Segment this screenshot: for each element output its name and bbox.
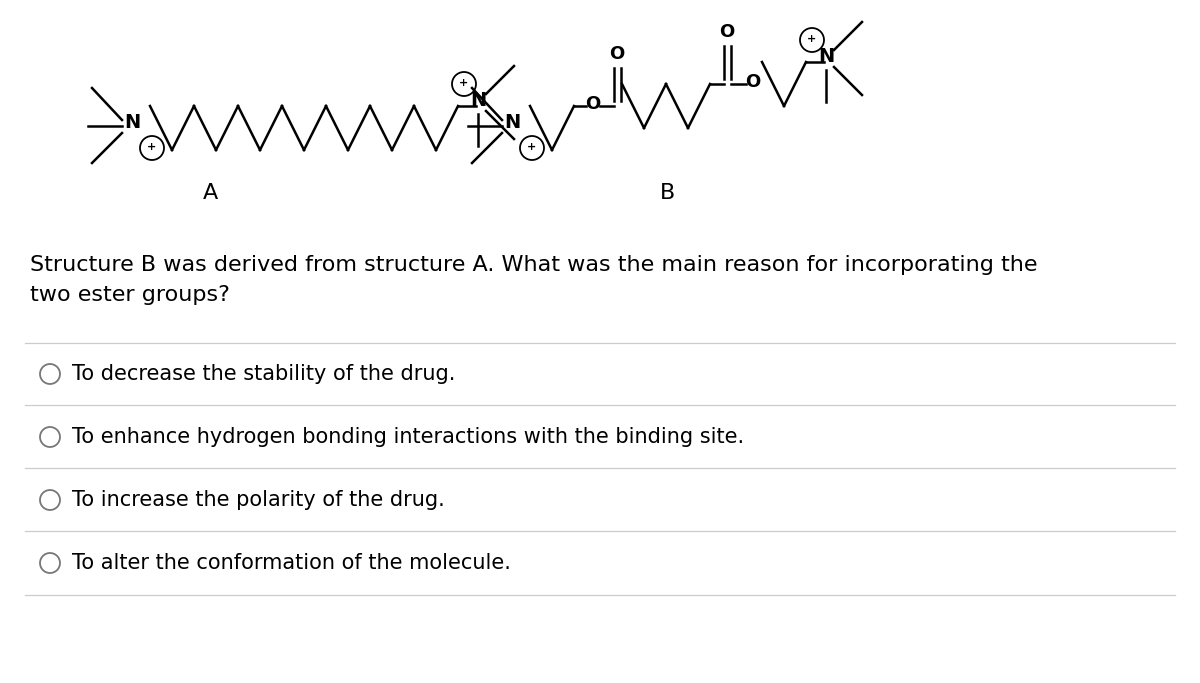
Text: O: O bbox=[586, 95, 601, 113]
Text: O: O bbox=[610, 45, 625, 63]
Text: +: + bbox=[460, 78, 469, 88]
Text: N: N bbox=[504, 113, 520, 133]
Text: O: O bbox=[745, 73, 761, 91]
Text: N: N bbox=[818, 48, 834, 66]
Text: To enhance hydrogen bonding interactions with the binding site.: To enhance hydrogen bonding interactions… bbox=[72, 427, 744, 447]
Text: +: + bbox=[148, 142, 157, 152]
Text: To alter the conformation of the molecule.: To alter the conformation of the molecul… bbox=[72, 553, 511, 573]
Text: B: B bbox=[659, 183, 674, 203]
Text: +: + bbox=[808, 34, 817, 44]
Text: To increase the polarity of the drug.: To increase the polarity of the drug. bbox=[72, 490, 445, 510]
Text: two ester groups?: two ester groups? bbox=[30, 285, 230, 305]
Text: Structure B was derived from structure A. What was the main reason for incorpora: Structure B was derived from structure A… bbox=[30, 255, 1038, 275]
Text: N: N bbox=[470, 92, 486, 111]
Text: O: O bbox=[719, 23, 734, 41]
Text: +: + bbox=[527, 142, 536, 152]
Text: N: N bbox=[124, 113, 140, 133]
Text: A: A bbox=[203, 183, 217, 203]
Text: To decrease the stability of the drug.: To decrease the stability of the drug. bbox=[72, 364, 455, 384]
